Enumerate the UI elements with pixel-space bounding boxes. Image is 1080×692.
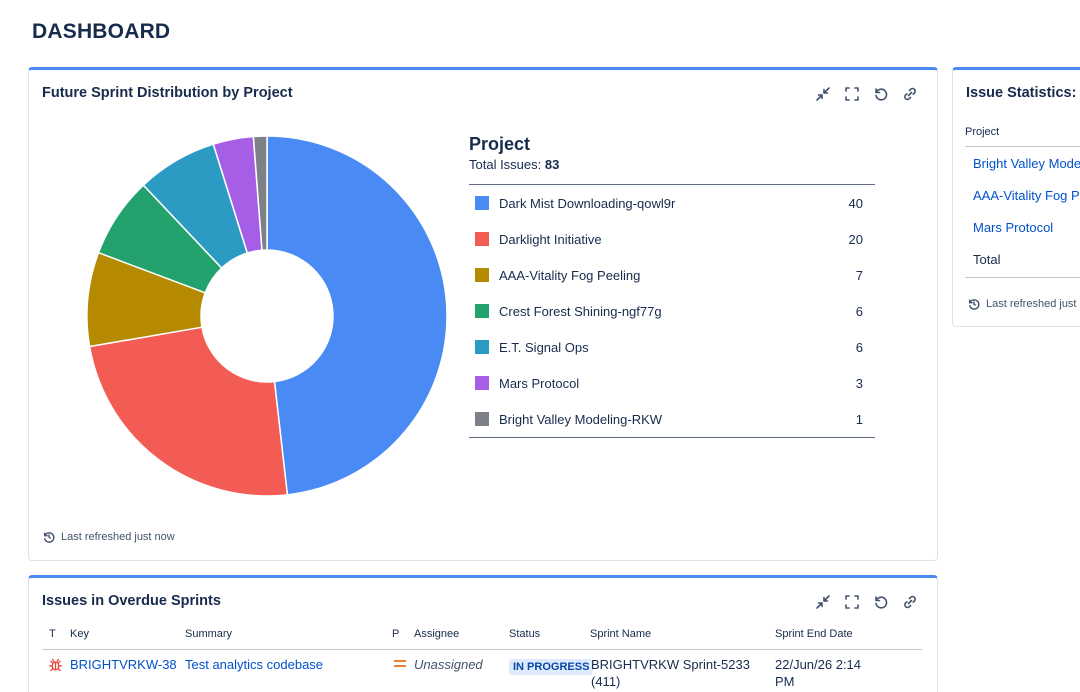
column-header-summary[interactable]: Summary	[185, 628, 233, 640]
donut-chart	[86, 135, 448, 497]
column-header-key[interactable]: Key	[70, 628, 89, 640]
refresh-icon[interactable]	[872, 593, 890, 611]
gadget-actions	[814, 85, 919, 103]
minimize-icon[interactable]	[814, 85, 832, 103]
refresh-history-icon	[968, 299, 980, 310]
fullscreen-icon[interactable]	[843, 85, 861, 103]
gadget-title: Issue Statistics:	[966, 85, 1077, 101]
divider	[965, 146, 1080, 147]
legend-label: E.T. Signal Ops	[499, 339, 589, 355]
stats-row-link[interactable]: Bright Valley Mode	[973, 156, 1080, 171]
legend-label: Crest Forest Shining-ngf77g	[499, 303, 662, 319]
issue-statistics-gadget: Issue Statistics: Project Bright Valley …	[952, 67, 1080, 327]
last-refreshed: Last refreshed just	[967, 297, 1077, 311]
gadget-actions	[814, 593, 919, 611]
fullscreen-icon[interactable]	[843, 593, 861, 611]
legend-total: Total Issues: 83	[469, 157, 560, 172]
donut-slice[interactable]	[266, 135, 448, 496]
legend-row[interactable]: AAA-Vitality Fog Peeling 7	[469, 257, 875, 293]
column-header-project: Project	[965, 126, 1000, 138]
legend-title: Project	[469, 134, 531, 154]
legend-row[interactable]: E.T. Signal Ops 6	[469, 329, 875, 365]
legend-label: Darklight Initiative	[499, 231, 602, 247]
link-icon[interactable]	[901, 593, 919, 611]
legend-table: Dark Mist Downloading-qowl9r 40 Darklight …	[469, 184, 875, 438]
divider	[42, 649, 922, 650]
column-header-priority[interactable]: P	[392, 628, 400, 640]
gadget-title: Future Sprint Distribution by Project	[42, 85, 293, 101]
assignee-value: Unassigned	[414, 657, 483, 672]
bug-icon	[48, 657, 63, 675]
refresh-history-icon	[43, 532, 55, 543]
column-header-type[interactable]: T	[49, 628, 56, 640]
legend-row[interactable]: Dark Mist Downloading-qowl9r 40	[469, 185, 875, 221]
status-badge: IN PROGRESS	[509, 659, 594, 675]
stats-row-link[interactable]: AAA-Vitality Fog P	[973, 188, 1080, 203]
sprint-distribution-gadget: Future Sprint Distribution by Project Pr…	[28, 67, 938, 561]
minimize-icon[interactable]	[814, 593, 832, 611]
overdue-sprints-gadget: Issues in Overdue Sprints T Key Summary …	[28, 575, 938, 692]
column-header-sprint-name[interactable]: Sprint Name	[590, 628, 652, 640]
donut-slice[interactable]	[88, 326, 289, 497]
legend-row[interactable]: Darklight Initiative 20	[469, 221, 875, 257]
legend-count: 20	[848, 231, 863, 247]
issue-key-link[interactable]: BRIGHTVRKW-38	[70, 657, 177, 672]
legend-count: 6	[855, 303, 863, 319]
legend-label: AAA-Vitality Fog Peeling	[499, 267, 641, 283]
legend-swatch	[475, 412, 489, 426]
legend-swatch	[475, 232, 489, 246]
page-title: DASHBOARD	[32, 20, 171, 43]
legend-swatch	[475, 376, 489, 390]
legend-swatch	[475, 268, 489, 282]
stats-row-link[interactable]: Mars Protocol	[973, 220, 1054, 235]
donut-slice[interactable]	[252, 135, 268, 251]
sprint-end-date-value: 22/Jun/26 2:14 PM	[775, 657, 862, 689]
gadget-title: Issues in Overdue Sprints	[42, 593, 221, 609]
refresh-icon[interactable]	[872, 85, 890, 103]
link-icon[interactable]	[901, 85, 919, 103]
chart-legend: Project Total Issues: 83 Dark Mist Downl…	[469, 134, 875, 438]
legend-label: Mars Protocol	[499, 375, 580, 391]
legend-row[interactable]: Crest Forest Shining-ngf77g 6	[469, 293, 875, 329]
legend-label: Dark Mist Downloading-qowl9r	[499, 195, 676, 211]
divider	[965, 277, 1080, 278]
medium-priority-icon	[393, 658, 407, 673]
sprint-name-value: BRIGHTVRKW Sprint-5233 (411)	[591, 657, 750, 689]
legend-label: Bright Valley Modeling-RKW	[499, 411, 663, 427]
legend-count: 40	[848, 195, 863, 211]
issue-summary-link[interactable]: Test analytics codebase	[185, 657, 324, 672]
last-refreshed: Last refreshed just now	[42, 530, 175, 544]
legend-swatch	[475, 196, 489, 210]
legend-count: 1	[855, 411, 863, 427]
legend-swatch	[475, 340, 489, 354]
legend-swatch	[475, 304, 489, 318]
legend-row[interactable]: Mars Protocol 3	[469, 365, 875, 401]
stats-total-label: Total	[973, 252, 1001, 267]
column-header-sprint-end-date[interactable]: Sprint End Date	[775, 628, 853, 640]
legend-row[interactable]: Bright Valley Modeling-RKW 1	[469, 401, 875, 437]
legend-count: 3	[855, 375, 863, 391]
column-header-assignee[interactable]: Assignee	[414, 628, 460, 640]
column-header-status[interactable]: Status	[509, 628, 541, 640]
legend-count: 7	[855, 267, 863, 283]
legend-count: 6	[855, 339, 863, 355]
